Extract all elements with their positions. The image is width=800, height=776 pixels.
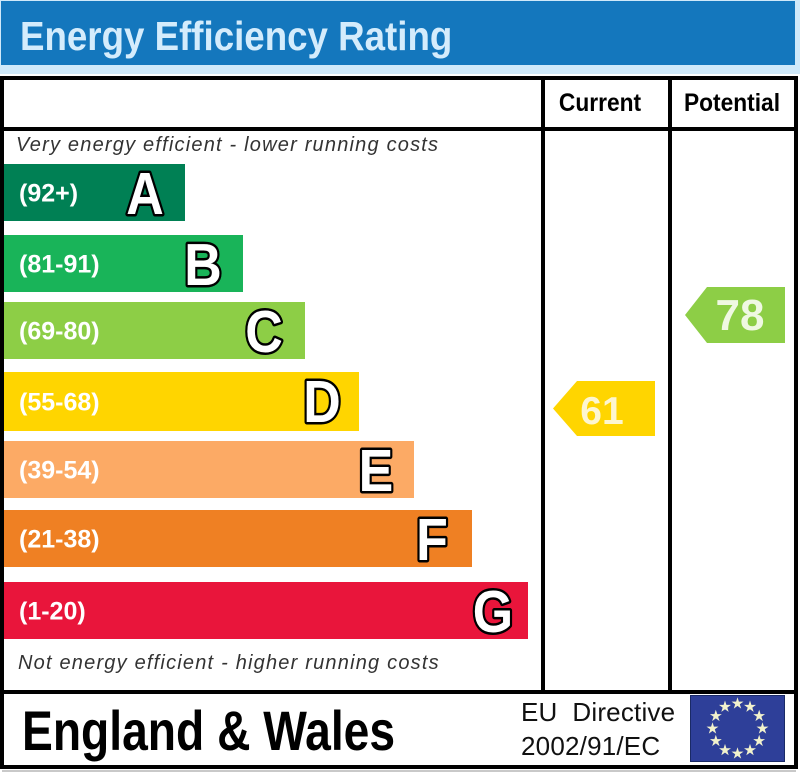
svg-text:61: 61 bbox=[580, 390, 623, 433]
svg-text:A: A bbox=[126, 161, 164, 227]
svg-text:G: G bbox=[473, 579, 513, 645]
svg-text:B: B bbox=[184, 232, 222, 298]
svg-text:D: D bbox=[303, 369, 341, 435]
svg-text:E: E bbox=[359, 438, 394, 504]
svg-text:78: 78 bbox=[716, 291, 765, 340]
svg-text:C: C bbox=[245, 299, 283, 365]
svg-text:F: F bbox=[416, 507, 448, 573]
